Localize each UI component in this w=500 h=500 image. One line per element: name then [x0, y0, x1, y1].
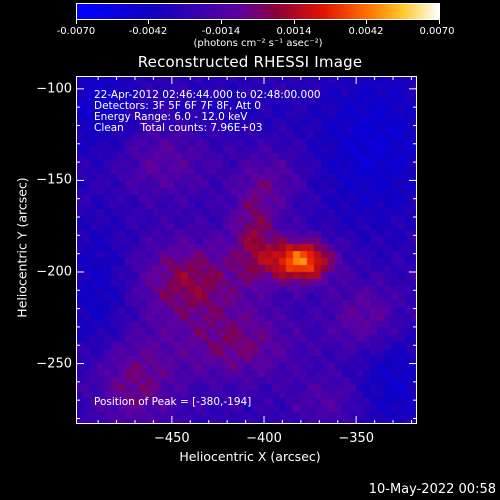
- energy-range-label: Energy Range: 6.0 - 12.0 keV: [94, 111, 248, 123]
- y-tick-label: −100: [36, 81, 72, 97]
- x-axis-label: Heliocentric X (arcsec): [179, 449, 321, 464]
- detectors-label: Detectors: 3F 5F 6F 7F 8F, Att 0: [94, 100, 261, 112]
- peak-position-label: Position of Peak = [-380,-194]: [94, 396, 252, 408]
- colorbar-tick-label: -0.0070: [56, 26, 96, 37]
- method-counts-label: Clean Total counts: 7.96E+03: [94, 122, 263, 134]
- colorbar-tick-mark: [439, 20, 440, 24]
- colorbar-tick-mark: [221, 20, 222, 24]
- y-tick-label: −250: [36, 356, 72, 372]
- colorbar-unit-label: (photons cm⁻² s⁻¹ asec⁻²): [193, 38, 323, 49]
- timestamp: 10-May-2022 00:58: [368, 482, 496, 497]
- colorbar-tick-label: 0.0042: [348, 26, 384, 37]
- colorbar-gradient: [77, 4, 439, 19]
- colorbar-tick-mark: [148, 20, 149, 24]
- colorbar-tick-label: -0.0014: [201, 26, 241, 37]
- colorbar-tick-mark: [294, 20, 295, 24]
- chart-title: Reconstructed RHESSI Image: [137, 53, 363, 71]
- x-tick-label: −350: [338, 431, 375, 446]
- y-tick-label: −200: [36, 264, 72, 280]
- colorbar: [76, 3, 440, 20]
- x-tick-label: −400: [246, 431, 282, 446]
- colorbar-tick-label: -0.0042: [128, 26, 168, 37]
- colorbar-tick-mark: [366, 20, 367, 24]
- plot-area: 22-Apr-2012 02:46:44.000 to 02:48:00.000…: [76, 76, 417, 424]
- colorbar-tick-label: 0.0070: [419, 26, 455, 37]
- colorbar-tick-mark: [76, 20, 77, 24]
- y-tick-label: −150: [36, 172, 72, 188]
- time-range-label: 22-Apr-2012 02:46:44.000 to 02:48:00.000: [94, 89, 321, 101]
- y-axis-label: Heliocentric Y (arcsec): [14, 177, 30, 318]
- x-tick-label: −450: [153, 431, 190, 446]
- colorbar-tick-label: 0.0014: [276, 26, 312, 37]
- heatmap-image: [76, 76, 417, 424]
